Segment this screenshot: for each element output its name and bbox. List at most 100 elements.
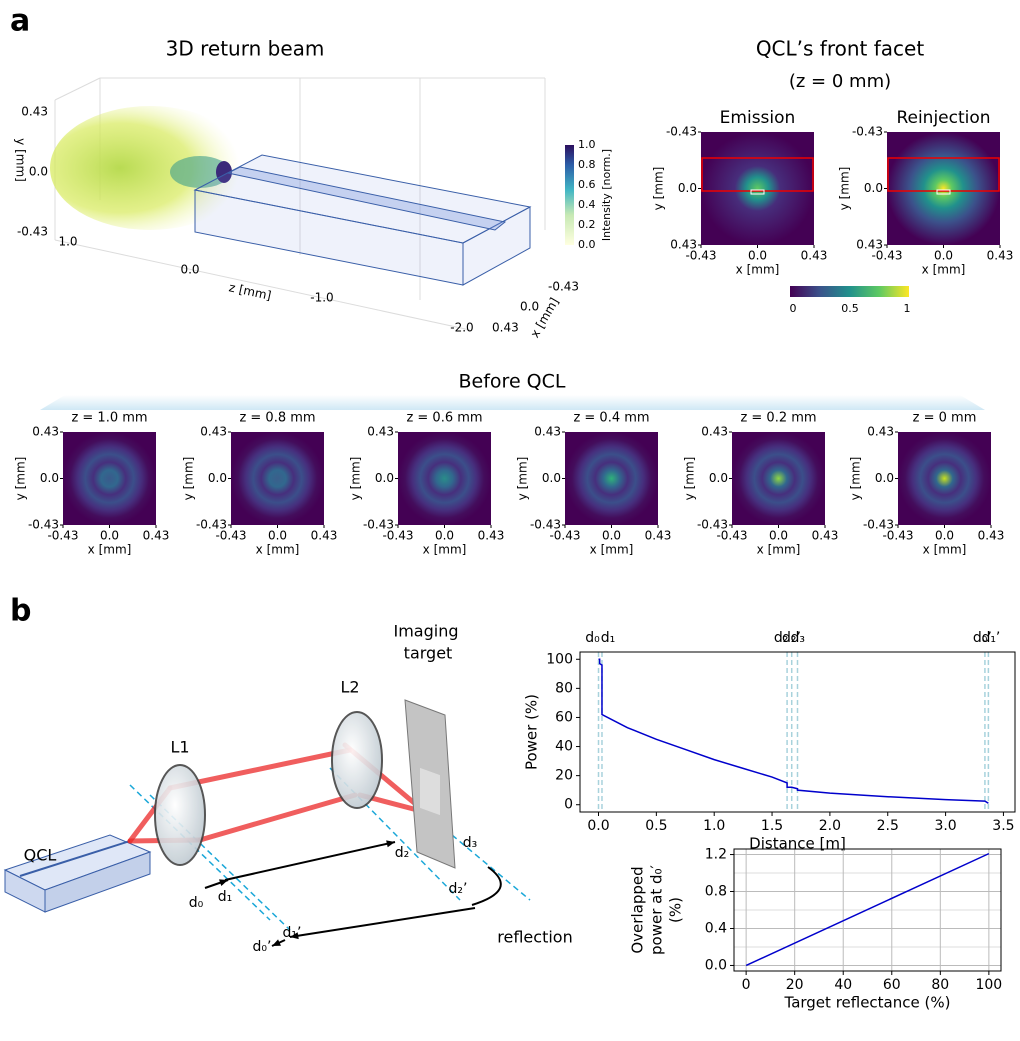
marker-label: d₀ [585, 630, 600, 646]
qcl-ridge [226, 166, 507, 231]
facet-marker [936, 189, 951, 195]
x-tick-label: 0.43 [812, 529, 839, 543]
heatmap-title: z = 1.0 mm [71, 411, 147, 426]
x-tick-label: 0.43 [645, 529, 672, 543]
x-tick-label: 0 [742, 977, 751, 993]
x-tick-label: 2.5 [877, 818, 899, 834]
x-tick-label: 0.0 [100, 529, 119, 543]
x-tick-label: 0.0 [602, 529, 621, 543]
z-tick-label: -2.0 [450, 321, 473, 335]
colorbar-tick-label: 0.5 [841, 302, 859, 315]
colorbar-label: Intensity [norm.] [600, 149, 613, 241]
qcl-chip-side [44, 851, 151, 913]
heatmap-title: Reinjection [896, 108, 990, 128]
x-tick-label: 60 [883, 977, 901, 993]
axis-label: y [mm] [683, 457, 697, 501]
x-tick-label: -0.43 [882, 529, 913, 543]
panel-subtitle: (z = 0 mm) [789, 71, 891, 92]
ridge-outline [887, 157, 1000, 192]
heatmap [887, 132, 1000, 245]
axis-label: x [mm] [590, 543, 634, 557]
diagram-label: QCL [24, 846, 57, 865]
colorbar-tick-label: 0.2 [578, 218, 596, 231]
x-tick-label: 0.43 [143, 529, 170, 543]
y-tick-label: -0.43 [530, 518, 561, 532]
colorbar-tick-label: 0.0 [578, 238, 596, 251]
data-line [745, 852, 990, 967]
x-tick-label: 3.0 [934, 818, 956, 834]
heatmap [898, 432, 991, 525]
lens-l1 [154, 764, 206, 866]
y-tick-label: 0.43 [367, 425, 394, 439]
x-tick-label: 3.5 [992, 818, 1014, 834]
x-tick-label: 0.43 [478, 529, 505, 543]
diagram-label: L1 [170, 738, 189, 757]
x-tick-label: -0.43 [382, 529, 413, 543]
x-tick-label: 0.43 [978, 529, 1005, 543]
marker-label: d₀’ [973, 630, 992, 646]
x-tick-label: 0.0 [748, 249, 767, 263]
marker-label: d₂ [774, 630, 789, 646]
heatmap [398, 432, 491, 525]
arrow-head [272, 939, 281, 946]
colorbar-tick-label: 0.4 [578, 198, 596, 211]
x-tick-label: -0.43 [215, 529, 246, 543]
axis-label: y [mm] [14, 457, 28, 501]
y-tick-label: -0.43 [363, 518, 394, 532]
axis-pane-line [54, 239, 471, 331]
x-tick-label: 1.5 [761, 818, 783, 834]
arrow-head [386, 840, 395, 848]
marker-label: d₃ [790, 630, 805, 646]
x-tick-label: 0.0 [520, 300, 539, 314]
diagram-label: target [404, 644, 453, 663]
axis-label: x [mm] [923, 543, 967, 557]
y-tick-label: 0.0 [705, 957, 727, 973]
arrow [289, 907, 476, 938]
y-tick-label: -0.43 [863, 518, 894, 532]
guide-line [451, 834, 531, 901]
y-tick-label: 0.43 [856, 238, 883, 252]
y-tick-label: 0.0 [709, 471, 728, 485]
arrow-head [290, 932, 299, 940]
y-axis-label: Power (%) [523, 694, 541, 770]
axis-label: x [mm] [757, 543, 801, 557]
y-tick-label: 20 [555, 768, 573, 784]
ridge-outline [701, 157, 814, 192]
y-tick-label: 0.4 [705, 920, 727, 936]
x-tick-label: 0.0 [268, 529, 287, 543]
y-tick-label: 0.43 [701, 425, 728, 439]
axis-label: y [mm] [516, 457, 530, 501]
arrow-head [219, 879, 228, 887]
colorbar [565, 145, 574, 245]
x-tick-label: -0.43 [47, 529, 78, 543]
x-axis-label: Target reflectance (%) [784, 994, 951, 1012]
heatmap-title: z = 0.8 mm [239, 411, 315, 426]
x-tick-label: 0.0 [435, 529, 454, 543]
x-tick-label: 0.0 [934, 249, 953, 263]
y-tick-label: 0 [564, 797, 573, 813]
y-tick-label: -0.43 [17, 225, 48, 239]
laser-beam [167, 747, 353, 791]
colorbar [790, 286, 909, 297]
y-tick-label: 0.0 [864, 181, 883, 195]
arrow [224, 841, 396, 881]
heatmap [63, 432, 156, 525]
x-tick-label: 0.43 [801, 249, 828, 263]
plot-frame [579, 651, 1016, 813]
z-tick-label: -1.0 [310, 291, 333, 305]
y-tick-label: -0.43 [196, 518, 227, 532]
y-tick-label: 0.43 [21, 105, 48, 119]
qcl-box-side [462, 206, 531, 286]
diagram-label: L2 [340, 678, 359, 697]
y-axis-label: power at d₀′ [648, 864, 666, 955]
heatmap [231, 432, 324, 525]
heatmap-title: z = 0.6 mm [406, 411, 482, 426]
y-tick-label: 0.43 [867, 425, 894, 439]
y-tick-label: 1.2 [705, 847, 727, 863]
panel-label: b [10, 594, 31, 629]
distance-label: d₀ [189, 895, 204, 911]
diagram-label: Imaging [393, 622, 458, 641]
z-tick-label: 1.0 [58, 235, 77, 249]
